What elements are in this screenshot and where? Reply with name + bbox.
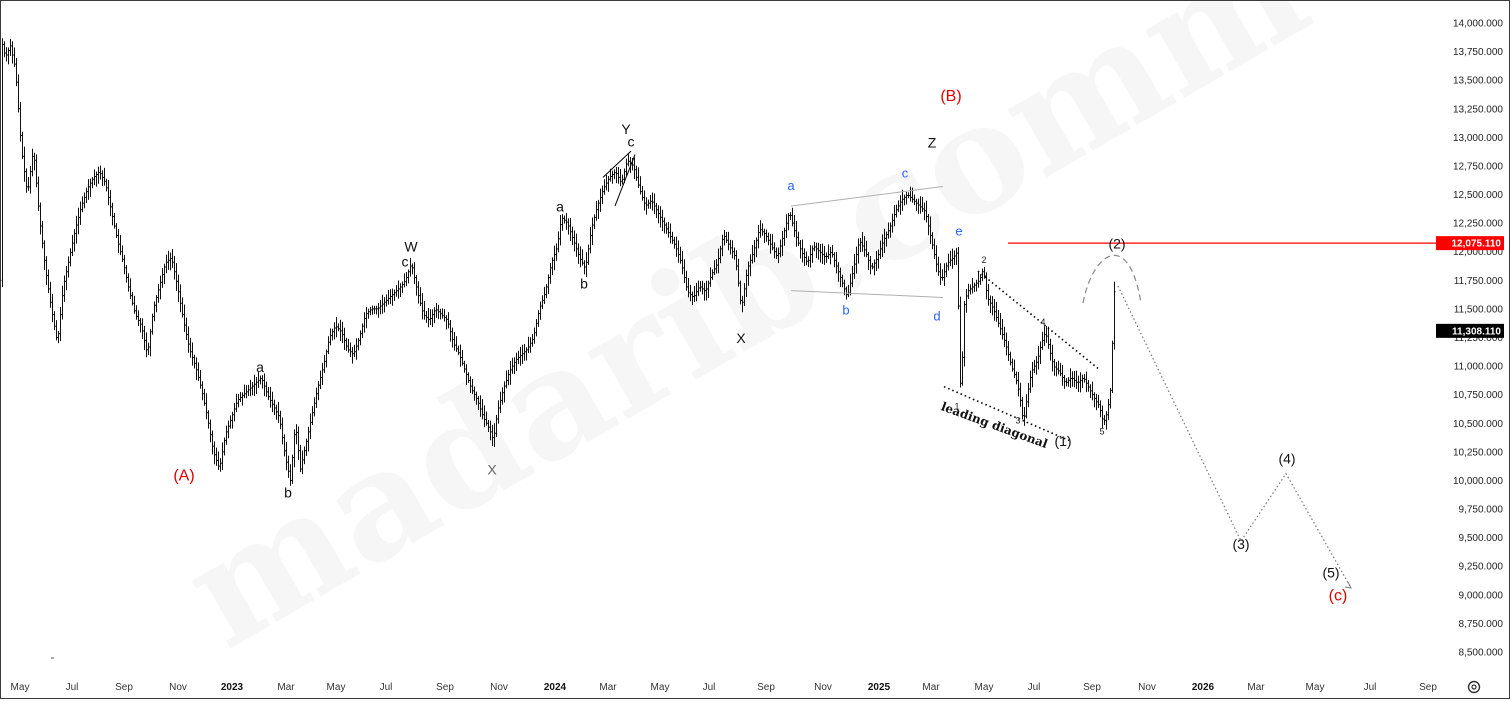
price-level-box (1436, 236, 1504, 251)
y-tick-label: 12,000.000 (1453, 247, 1503, 258)
wave-label: Z (928, 135, 937, 151)
y-tick-label: 8,750.000 (1459, 619, 1504, 630)
wave-label: (2) (1108, 235, 1125, 251)
x-tick-label: Jul (1364, 682, 1377, 693)
x-tick-label: May (651, 682, 670, 693)
wave-label: (4) (1278, 450, 1295, 466)
trendline (790, 290, 944, 298)
x-tick-label: 2023 (221, 682, 244, 693)
y-tick-label: 13,750.000 (1453, 47, 1503, 58)
y-tick-label: 13,500.000 (1453, 76, 1503, 87)
projection-arrowhead (1344, 581, 1352, 589)
x-tick-label: May (1306, 682, 1325, 693)
trendline (602, 150, 632, 178)
wave-label: a (256, 359, 264, 375)
price-level-label: 11,308.110 (1452, 326, 1501, 337)
wave-label: (c) (1329, 588, 1348, 605)
x-tick-label: Sep (436, 682, 454, 693)
wave-label: b (580, 275, 588, 291)
x-tick-label: Sep (1083, 682, 1101, 693)
x-tick-label: Mar (922, 682, 940, 693)
y-tick-label: 11,000.000 (1454, 362, 1504, 373)
x-tick-label: Jul (66, 682, 79, 693)
price-series (1, 38, 1116, 486)
x-tick-label: May (327, 682, 346, 693)
wave-label: W (404, 239, 418, 255)
y-tick-label: 10,000.000 (1453, 476, 1503, 487)
y-axis[interactable]: 14,000.000 13,750.000 13,500.000 13,250.000… (1436, 19, 1504, 659)
x-tick-label: Mar (277, 682, 295, 693)
y-tick-label: 11,750.000 (1454, 276, 1504, 287)
wave-label: b (284, 485, 292, 501)
x-tick-label: Sep (757, 682, 775, 693)
wave-label: 2 (981, 255, 986, 265)
wave-label: 3 (1015, 415, 1020, 425)
x-tick-label: Nov (490, 682, 508, 693)
wave-label: c (402, 254, 409, 270)
x-tick-label: Jul (380, 682, 393, 693)
y-tick-label: 9,250.000 (1459, 562, 1504, 573)
x-tick-label: Jul (1028, 682, 1041, 693)
y-tick-label: 10,500.000 (1453, 419, 1503, 430)
wave-label: (1) (1054, 433, 1071, 449)
gear-icon[interactable] (1467, 680, 1481, 694)
x-tick-label: 2026 (1192, 682, 1215, 693)
y-tick-label: 10,250.000 (1453, 447, 1503, 458)
y-tick-label: 13,000.000 (1453, 133, 1503, 144)
y-tick-label: 11,250.000 (1454, 333, 1504, 344)
wave-label: b (842, 303, 849, 318)
y-tick-label: 12,750.000 (1453, 161, 1503, 172)
wave-label: X (487, 462, 497, 478)
wave-label: d (933, 308, 940, 323)
x-tick-label: Sep (115, 682, 133, 693)
x-tick-label: Mar (1247, 682, 1265, 693)
wave-label: c (628, 134, 635, 150)
wave-label: c (902, 165, 909, 180)
y-tick-label: 10,750.000 (1453, 390, 1503, 401)
x-tick-label: Nov (169, 682, 187, 693)
wave-label: (B) (940, 88, 961, 105)
wave-label: 1 (954, 402, 959, 412)
trendline (977, 270, 1099, 369)
y-tick-label: 9,500.000 (1459, 533, 1504, 544)
wave-label: 4 (1040, 317, 1045, 327)
trendline (943, 385, 1070, 442)
wave-label: X (736, 330, 746, 346)
wave-label: (A) (173, 467, 194, 484)
x-tick-label: May (975, 682, 994, 693)
y-tick-label: 11,500.000 (1454, 304, 1504, 315)
wave-label: (5) (1322, 565, 1339, 581)
trendline (790, 186, 944, 207)
price-level-label: 12,075.110 (1452, 239, 1502, 250)
x-tick-label: May (11, 682, 30, 693)
x-tick-label: 2024 (544, 682, 567, 693)
x-tick-label: Sep (1419, 682, 1437, 693)
trendline (614, 154, 636, 207)
leading-diagonal-annotation: leading diagonal (939, 399, 1050, 451)
wave-label: a (787, 178, 795, 193)
x-tick-label: Mar (599, 682, 617, 693)
y-tick-label: 14,000.000 (1453, 19, 1503, 30)
resistance-arc (1082, 254, 1142, 304)
x-axis[interactable]: May Jul Sep Nov 2023 Mar May Jul Sep Nov 2024 Mar Ma… (11, 682, 1438, 693)
trendlines (51, 150, 1436, 659)
price-level-box (1436, 323, 1504, 338)
y-tick-label: 9,750.000 (1459, 505, 1504, 516)
y-tick-label: 8,500.000 (1459, 648, 1504, 659)
wave-label: e (955, 224, 962, 239)
wave-label: Y (621, 121, 631, 137)
x-tick-label: 2025 (868, 682, 891, 693)
y-tick-label: 12,500.000 (1453, 190, 1503, 201)
y-tick-label: 12,250.000 (1453, 219, 1503, 230)
x-tick-label: Nov (814, 682, 832, 693)
wave-label: 5 (1099, 427, 1104, 437)
y-tick-label: 13,250.000 (1453, 104, 1503, 115)
wave-label: (3) (1232, 536, 1249, 552)
x-tick-label: Jul (703, 682, 716, 693)
x-tick-label: Nov (1138, 682, 1156, 693)
wave-label: a (556, 199, 564, 215)
y-tick-label: 9,000.000 (1459, 590, 1504, 601)
